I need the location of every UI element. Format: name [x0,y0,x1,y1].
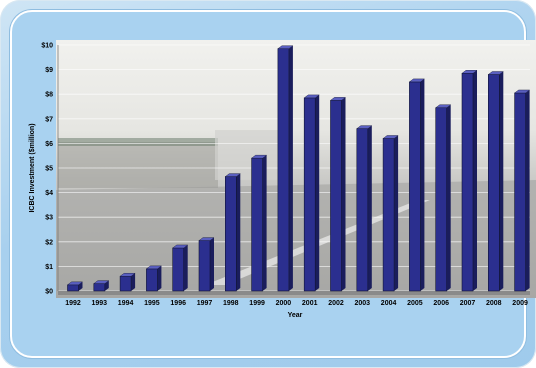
bar-top [461,70,478,74]
bar-top [513,89,531,94]
bar-side [473,70,477,291]
bar [67,284,79,292]
bar-top [145,265,162,270]
x-tick-labels: 1992 1993 1994 1995 1996 1997 1998 1999 2000 2001… [65,300,528,307]
y-tick-label: $10 [41,43,53,50]
bar-top [251,154,268,159]
bar [514,92,526,292]
bar [409,81,421,292]
bar [119,275,132,292]
y-tick-label: $9 [45,67,53,74]
y-tick-label: $3 [45,215,53,222]
y-axis-title: ICBC Investment ($million) [29,123,36,212]
bar-top [277,45,294,49]
bar [146,268,158,292]
bar [461,72,474,292]
bar [198,240,211,292]
bar-top [66,281,84,286]
bar-side [446,104,451,291]
bar-side [210,237,214,291]
y-tick-label: $1 [45,264,53,271]
y-tick-label: $5 [45,166,53,173]
bar-side [262,155,267,291]
bar-top [408,78,425,83]
bar-side [499,71,504,292]
x-tick-label: 1994 [118,300,134,307]
x-tick-label: 1995 [144,300,160,307]
bar [303,97,316,292]
bar-side [157,265,162,291]
x-tick-label: 2009 [512,300,528,307]
bar-top [356,125,373,129]
x-tick-label: 2008 [486,300,502,307]
bar-top [224,173,241,177]
x-tick-label: 2001 [302,300,318,307]
x-tick-label: 2004 [381,300,397,307]
x-tick-label: 2005 [407,300,423,307]
bar-top [198,237,215,241]
bar-side [288,45,293,291]
bars [66,45,531,292]
bar [330,100,342,292]
x-tick-label: 1992 [65,300,81,307]
x-tick-label: 1996 [170,300,186,307]
x-tick-label: 2000 [276,300,292,307]
y-tick-label: $7 [45,116,53,123]
gridlines [57,44,530,295]
bar-side [315,94,320,291]
bar [93,283,106,292]
bar-side [183,244,188,291]
x-tick-label: 2007 [460,300,476,307]
bar-side [420,78,425,292]
x-tick-label: 2003 [355,300,371,307]
bar-side [131,273,136,291]
y-tick-label: $0 [45,289,53,296]
bar [356,128,369,292]
bar-side [394,135,399,291]
y-tick-label: $4 [45,190,53,197]
x-tick-label: 1999 [249,300,265,307]
x-tick-label: 2002 [328,300,344,307]
x-tick-label: 1998 [223,300,239,307]
bar-side [341,97,346,291]
bar-top [172,244,189,249]
x-tick-label: 2006 [433,300,449,307]
bar-side [525,89,530,291]
bar [382,138,395,292]
bar [277,48,290,292]
bar-top [487,71,504,75]
bar [435,107,448,292]
bar-top [435,104,452,108]
y-tick-label: $8 [45,92,53,99]
bar-top [329,97,347,101]
bar [487,74,500,292]
background-building-right [215,130,285,180]
chart-floor [58,291,530,295]
x-tick-label: 1997 [197,300,213,307]
bar [225,176,237,292]
bar [172,247,184,292]
bar-top [382,135,399,139]
bar-top [93,280,110,284]
bar-side [367,125,372,291]
bar-side [236,173,241,291]
bar-side [104,280,109,291]
background-building [58,142,218,188]
x-axis-title: Year [288,312,303,319]
background-building-roof [58,138,218,146]
y-tick-labels: $0 $1 $2 $3 $4 $5 $6 $7 $8 $9 $10 [41,43,53,296]
bar-top [119,273,136,277]
bar-top [303,94,320,99]
bar [251,157,263,292]
y-tick-label: $6 [45,141,53,148]
y-tick-label: $2 [45,239,53,246]
x-tick-label: 1993 [92,300,108,307]
